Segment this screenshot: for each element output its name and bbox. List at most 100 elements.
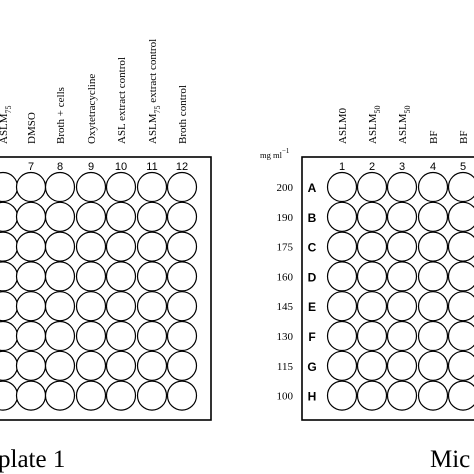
- left-well: [15, 201, 47, 232]
- unit-label-exponent: −1: [282, 147, 290, 155]
- row-letter: A: [308, 181, 317, 195]
- left-well: [44, 231, 76, 262]
- right-well: [447, 171, 474, 203]
- left-well: [75, 350, 107, 381]
- right-well: [447, 350, 474, 381]
- left-well: [105, 261, 137, 292]
- right-well: [417, 291, 449, 322]
- left-column-label-1-subscript: 75: [4, 105, 13, 113]
- left-well: [44, 171, 76, 203]
- left-well: [136, 380, 168, 411]
- left-well: [15, 320, 47, 352]
- left-well: [15, 291, 47, 322]
- right-column-label-2-subscript: 50: [373, 105, 382, 113]
- right-well: [417, 231, 449, 262]
- left-well: [15, 171, 47, 203]
- left-column-number-4: 9: [88, 161, 94, 173]
- left-column-label-1-text: ASLM: [0, 113, 10, 144]
- right-column-label-5: BF: [458, 131, 470, 144]
- left-well: [44, 201, 76, 232]
- unit-label: mg ml−1: [260, 147, 290, 160]
- right-column-number-2: 2: [369, 161, 375, 173]
- right-well: [356, 320, 388, 352]
- right-well: [447, 201, 474, 232]
- left-column-number-6: 11: [146, 161, 157, 173]
- row-concentration: 190: [277, 212, 294, 224]
- left-well: [166, 171, 198, 203]
- left-well: [15, 231, 47, 262]
- right-column-number-4: 4: [430, 161, 436, 173]
- right-well: [386, 350, 418, 381]
- right-column-number-1: 1: [339, 161, 345, 173]
- left-well: [105, 291, 137, 322]
- left-column-label-3-text: Broth + cells: [55, 87, 67, 144]
- left-column-label-5: ASL extract control: [116, 57, 128, 144]
- left-well: [75, 261, 107, 292]
- left-column-number-3: 8: [57, 161, 63, 173]
- right-well: [386, 201, 418, 232]
- right-well: [326, 261, 358, 292]
- right-well: [447, 231, 474, 262]
- left-well: [166, 320, 198, 352]
- left-well: [136, 171, 168, 203]
- left-well: [0, 201, 19, 232]
- right-column-label-3: ASLM50: [397, 105, 412, 144]
- left-well: [105, 201, 137, 232]
- left-well: [0, 291, 19, 322]
- left-column-label-4-text: Oxytetracycline: [86, 74, 98, 144]
- right-plate-frame: [301, 156, 474, 421]
- left-well: [0, 261, 19, 292]
- row-letter: H: [308, 390, 317, 404]
- left-column-label-3: Broth + cells: [55, 87, 67, 144]
- right-well: [356, 291, 388, 322]
- left-well: [44, 380, 76, 411]
- right-well: [356, 201, 388, 232]
- left-column-label-1: ASLM75: [0, 105, 13, 144]
- right-well: [417, 171, 449, 203]
- right-well: [417, 350, 449, 381]
- row-letter: F: [308, 330, 315, 344]
- left-column-label-6-subscript: 75: [153, 105, 162, 113]
- left-well: [136, 231, 168, 262]
- left-column-label-6: ASLM75 extract control: [147, 39, 162, 144]
- right-well: [447, 291, 474, 322]
- row-letter: C: [308, 241, 317, 255]
- right-column-label-2: ASLM50: [367, 105, 382, 144]
- left-well: [75, 380, 107, 411]
- left-column-label-7: Broth control: [177, 85, 189, 144]
- left-well: [105, 231, 137, 262]
- left-well: [136, 350, 168, 381]
- left-plate-caption: plate 1: [0, 446, 65, 473]
- right-column-label-3-subscript: 50: [403, 105, 412, 113]
- left-well: [166, 261, 198, 292]
- left-column-label-6-text: ASLM: [147, 113, 159, 144]
- right-well: [417, 201, 449, 232]
- row-letter: B: [308, 211, 317, 225]
- right-well: [326, 350, 358, 381]
- left-well: [44, 261, 76, 292]
- left-column-label-2: DMSO: [26, 112, 38, 144]
- right-well: [386, 320, 418, 352]
- left-well: [166, 350, 198, 381]
- left-well: [0, 350, 19, 381]
- right-plate-caption: Mic: [430, 446, 470, 473]
- left-well: [15, 261, 47, 292]
- right-well: [386, 231, 418, 262]
- left-well: [75, 231, 107, 262]
- left-well: [75, 291, 107, 322]
- right-well: [386, 261, 418, 292]
- left-well: [0, 320, 19, 352]
- right-column-label-3-text: ASLM: [397, 113, 409, 144]
- row-letter: D: [308, 270, 317, 284]
- right-column-number-5: 5: [460, 161, 466, 173]
- right-well: [326, 231, 358, 262]
- right-well: [326, 320, 358, 352]
- right-well: [447, 320, 474, 352]
- left-well: [136, 261, 168, 292]
- left-column-label-6-suffix: extract control: [147, 39, 159, 106]
- left-plate-frame: [0, 156, 212, 421]
- left-column-number-5: 10: [115, 161, 127, 173]
- right-column-label-4: BF: [428, 131, 440, 144]
